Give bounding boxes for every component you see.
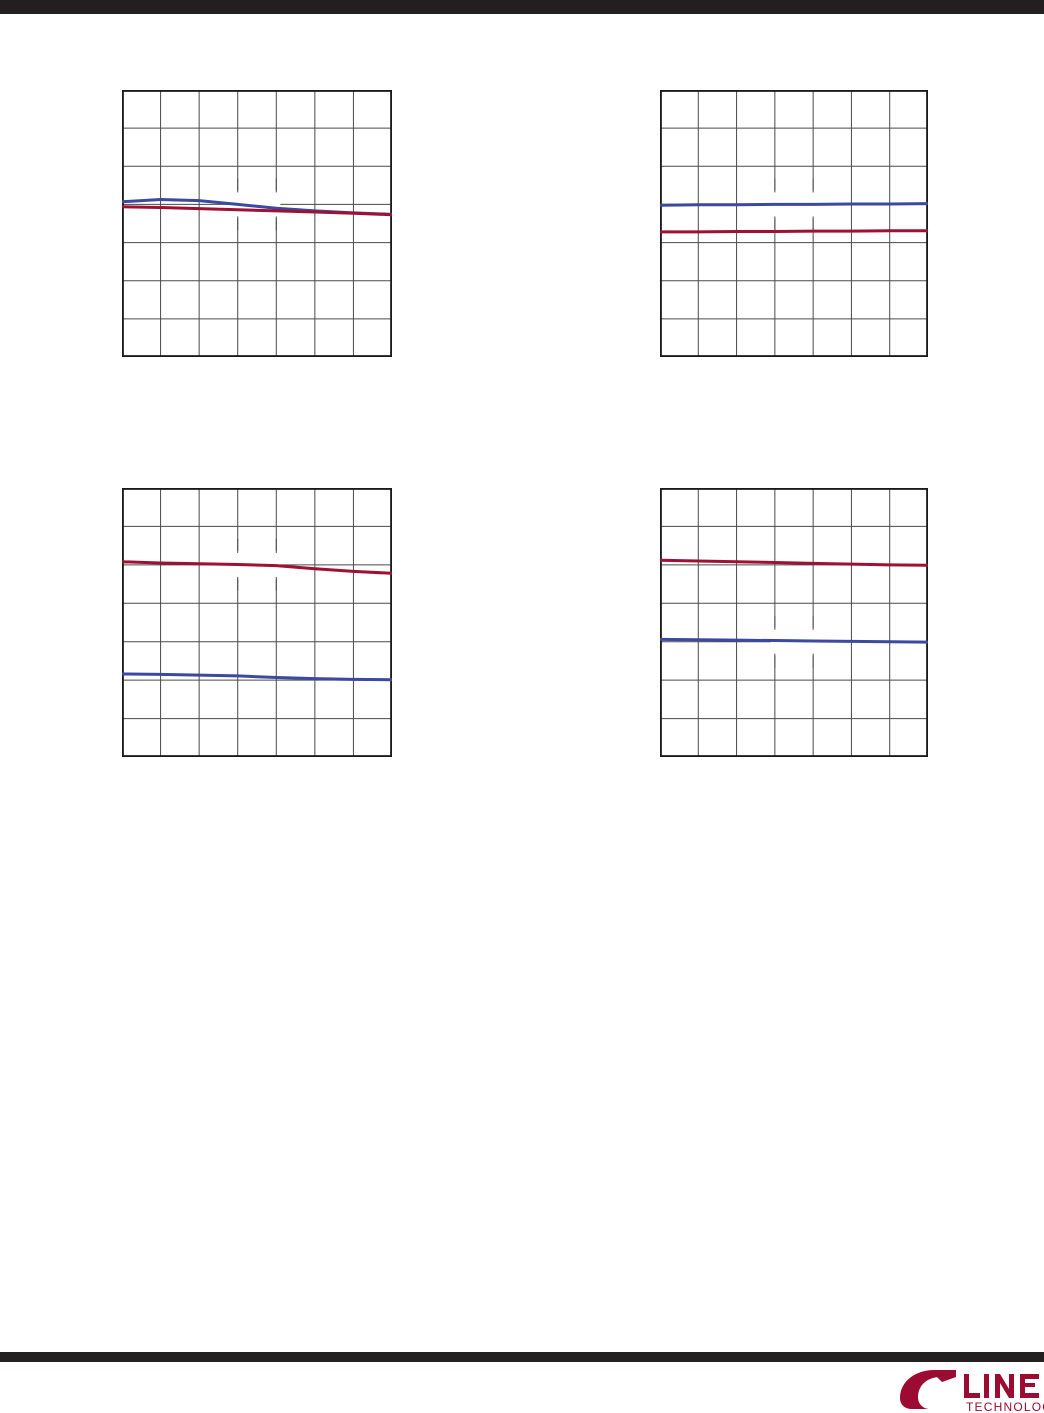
chart-top-right [660, 90, 928, 357]
page-footer-rule [0, 1352, 1044, 1362]
lt-swoosh-logo [900, 1370, 956, 1409]
plot-frame [660, 90, 928, 357]
series-line-series-red [122, 560, 392, 575]
chart-top-right-plot [660, 90, 928, 357]
brand-subname: TECHNOLOGY [966, 1400, 1044, 1413]
chart-bottom-left-plot [122, 488, 392, 757]
grid-lines [660, 90, 928, 357]
linear-technology-logo: TECHNOLOGY [896, 1368, 1044, 1413]
axis-tick-marks [774, 178, 814, 231]
chart-bottom-right [660, 488, 928, 757]
chart-bottom-left [122, 488, 392, 757]
linear-wordmark [964, 1374, 1039, 1398]
chart-top-left-plot [122, 90, 392, 357]
grid-lines [122, 90, 392, 357]
axis-tick-marks [237, 178, 277, 231]
grid-lines [122, 488, 392, 757]
series-line-series-blue [122, 672, 392, 682]
series-line-series-red [122, 205, 392, 217]
plot-frame [660, 488, 928, 757]
series-line-series-blue [660, 637, 928, 644]
series-line-series-red [660, 229, 928, 234]
series-line-series-red [660, 558, 928, 567]
page-header-rule [0, 0, 1044, 14]
grid-lines [660, 488, 928, 757]
chart-bottom-right-plot [660, 488, 928, 757]
axis-tick-marks [774, 615, 814, 668]
axis-tick-marks [237, 538, 277, 591]
chart-top-left [122, 90, 392, 357]
plot-frame [122, 90, 392, 357]
series-line-series-blue [660, 202, 928, 207]
plot-frame [122, 488, 392, 757]
